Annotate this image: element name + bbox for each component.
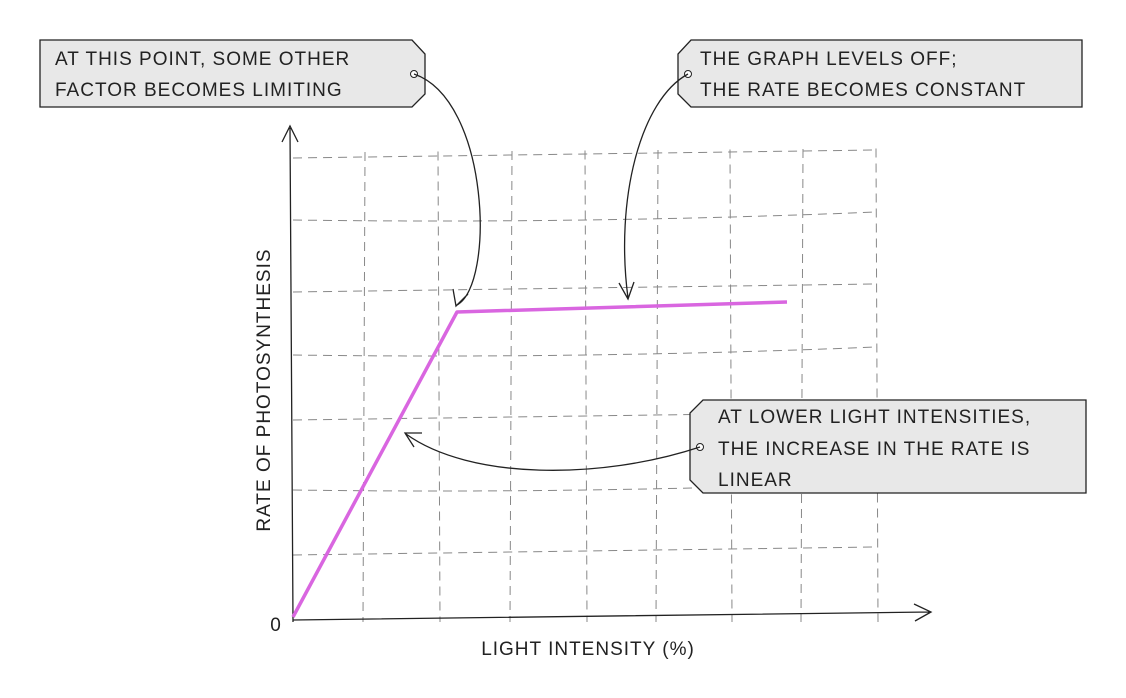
grid-line <box>875 148 879 623</box>
x-axis <box>292 603 933 622</box>
grid-line <box>729 149 733 623</box>
grid-line <box>437 151 441 623</box>
grid <box>292 148 879 623</box>
annotation-text: AT LOWER LIGHT INTENSITIES, <box>718 407 1031 428</box>
grid-line <box>292 149 877 159</box>
origin-label: 0 <box>270 615 282 636</box>
annotation-box <box>677 39 1083 108</box>
rate-curve <box>291 300 788 618</box>
annotation-text: THE RATE BECOMES CONSTANT <box>700 80 1026 101</box>
pointer-arrow <box>403 432 701 471</box>
grid-line <box>292 546 877 556</box>
x-axis-label: LIGHT INTENSITY (%) <box>481 639 695 660</box>
annotation-text: FACTOR BECOMES LIMITING <box>55 80 343 101</box>
y-axis-label: RATE OF PHOTOSYNTHESIS <box>254 248 275 531</box>
annotation-text: AT THIS POINT, SOME OTHER <box>55 49 350 70</box>
pointer-arrow <box>413 73 481 308</box>
annotation-text: THE GRAPH LEVELS OFF; <box>700 49 958 70</box>
annotation-box <box>39 39 426 108</box>
grid-line <box>655 149 659 623</box>
grid-line <box>584 150 588 623</box>
annotation-box <box>689 399 1087 494</box>
grid-line <box>292 283 877 293</box>
grid-line <box>292 346 877 357</box>
grid-line <box>292 211 877 222</box>
annotation-text: THE INCREASE IN THE RATE IS <box>718 439 1030 460</box>
grid-line <box>362 151 366 623</box>
grid-line <box>509 150 513 623</box>
annotation-text: LINEAR <box>718 470 793 491</box>
grid-line <box>800 148 804 623</box>
pointer-arrow <box>618 73 689 301</box>
y-axis <box>281 124 299 623</box>
